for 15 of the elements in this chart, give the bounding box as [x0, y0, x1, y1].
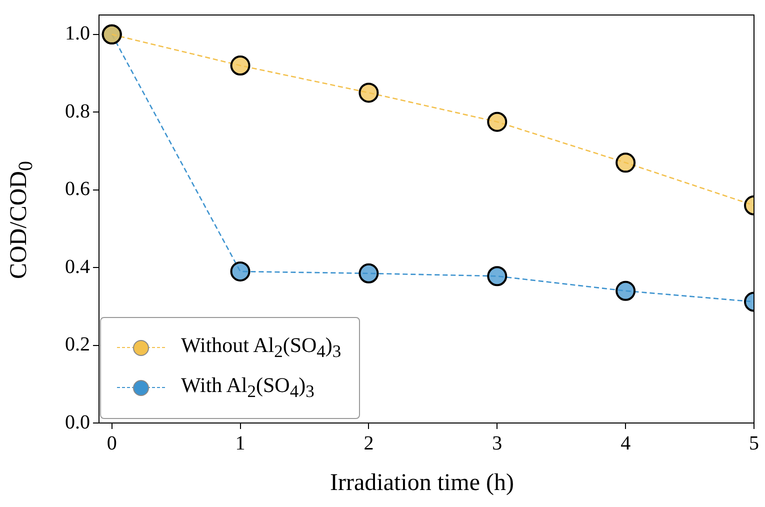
y-tick-label: 1.0: [65, 22, 90, 45]
x-tick-label: 3: [492, 432, 502, 454]
x-tick-label: 5: [749, 432, 759, 454]
y-tick-label: 0.4: [65, 256, 90, 278]
y-tick-label: 0.6: [65, 178, 90, 200]
x-tick-label: 2: [364, 432, 374, 454]
y-tick-label: 0.2: [65, 334, 90, 356]
legend-label: Without Al$_{2}$(SO$_{4}$)$_{3}$: [181, 333, 342, 363]
x-tick-label: 4: [620, 432, 631, 454]
y-tick-label: 0.0: [65, 411, 90, 434]
x-tick-label: 0: [106, 432, 117, 454]
y-tick-label: 0.8: [65, 100, 90, 122]
x-axis-title: Irradiation time (h): [329, 470, 515, 497]
legend-label: With Al$_{2}$(SO$_{4}$)$_{3}$: [181, 373, 314, 403]
x-tick-label: 1: [235, 432, 246, 454]
